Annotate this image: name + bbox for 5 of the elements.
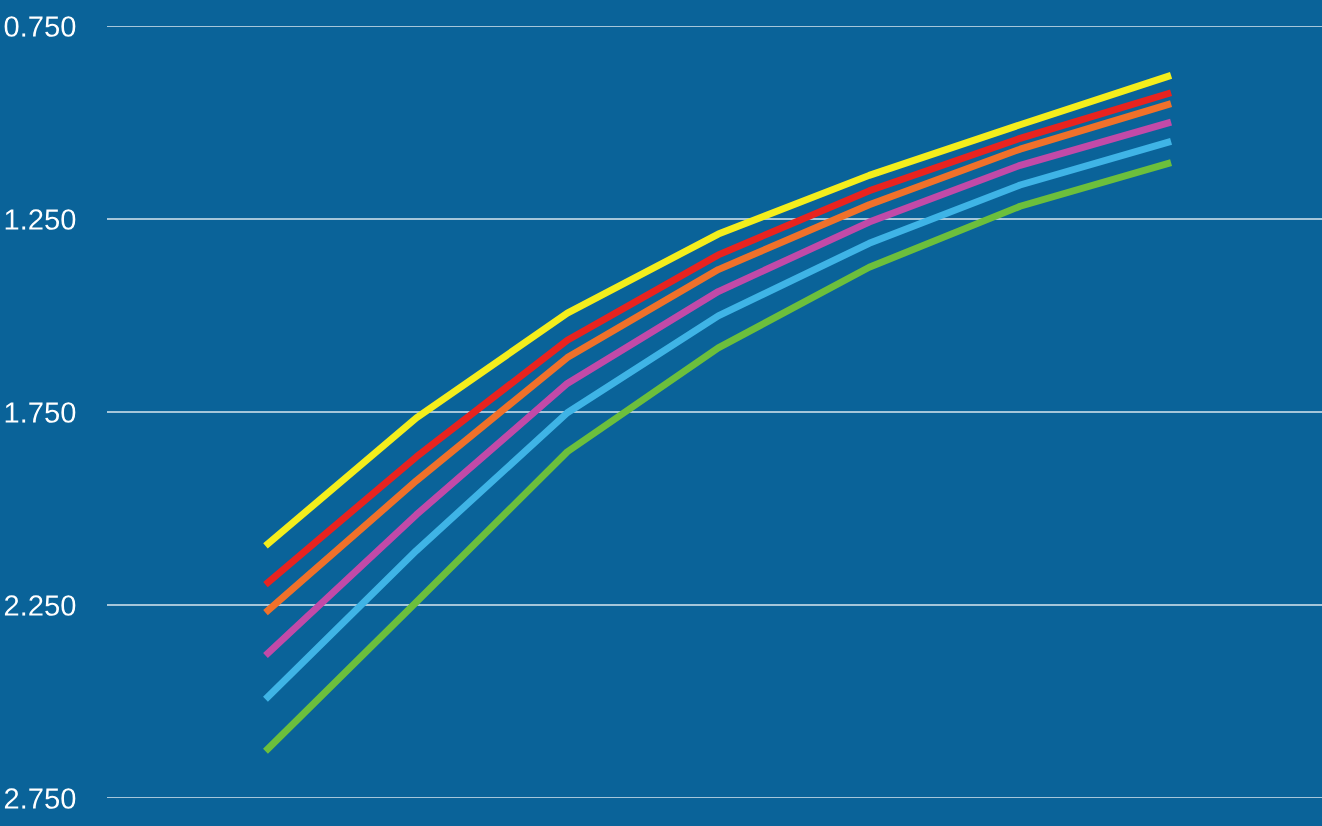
y-tick-label: 2.250 <box>4 595 76 616</box>
y-tick-label: 1.250 <box>5 209 76 230</box>
y-tick-label: 1.750 <box>5 402 76 423</box>
y-tick-label: 0.750 <box>4 16 76 37</box>
y-tick-label: 2.750 <box>4 788 76 809</box>
